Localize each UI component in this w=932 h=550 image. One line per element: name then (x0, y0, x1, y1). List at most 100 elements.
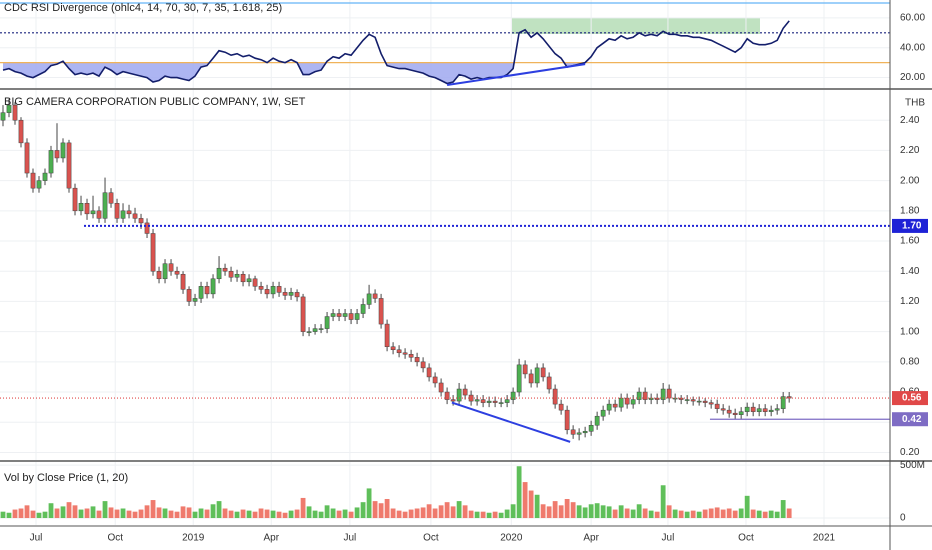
candle-body (780, 396, 786, 409)
x-tick-label: Jul (662, 533, 675, 544)
volume-bar (102, 501, 108, 519)
volume-bar (42, 511, 48, 519)
x-tick-label: 2020 (500, 533, 523, 544)
candle-body (42, 172, 48, 181)
x-tick-label: Apr (583, 533, 599, 544)
candle-body (282, 292, 288, 296)
candle-body (720, 408, 726, 411)
volume-bar (774, 511, 780, 519)
candle-body (564, 409, 570, 431)
trend-line (451, 401, 571, 443)
x-tick-label: Apr (263, 533, 279, 544)
candle-body (606, 403, 612, 411)
volume-bar (0, 511, 6, 519)
volume-bar (66, 502, 72, 519)
candle-body (414, 357, 420, 363)
volume-bar (702, 509, 708, 519)
candle-body (432, 376, 438, 384)
candle-body (276, 286, 282, 293)
candle-body (492, 400, 498, 403)
volume-bar (192, 511, 198, 519)
price-title: BIG CAMERA CORPORATION PUBLIC COMPANY, 1… (4, 96, 306, 108)
volume-bar (546, 506, 552, 519)
candle-body (546, 376, 552, 390)
volume-bar (294, 509, 300, 519)
candle-body (12, 104, 18, 121)
candle-body (684, 399, 690, 401)
overbought-band (512, 18, 760, 34)
volume-bar (282, 512, 288, 519)
volume-bar (360, 502, 366, 519)
candle-body (666, 388, 672, 399)
candle-body (540, 367, 546, 378)
volume-bar (636, 504, 642, 519)
candle-body (456, 388, 462, 402)
volume-bar (246, 510, 252, 519)
candle-body (348, 313, 354, 320)
volume-bar (378, 503, 384, 519)
volume-bar (648, 510, 654, 519)
candle-body (96, 210, 102, 219)
candle-body (324, 316, 330, 329)
candle-body (306, 331, 312, 333)
volume-bar (156, 507, 162, 519)
volume-bar (534, 494, 540, 519)
volume-bar (72, 505, 78, 519)
volume-bar (132, 511, 138, 519)
volume-bar (612, 509, 618, 519)
candle-body (126, 210, 132, 215)
candle-body (774, 408, 780, 411)
candle-body (408, 354, 414, 358)
volume-bar (666, 505, 672, 519)
price-label-box (892, 391, 928, 406)
volume-bar (480, 511, 486, 519)
x-tick-label: Jul (343, 533, 356, 544)
candle-body (600, 409, 606, 417)
candle-body (150, 233, 156, 272)
candle-body (534, 367, 540, 384)
volume-bar (120, 508, 126, 519)
candle-body (240, 273, 246, 283)
volume-bar (108, 507, 114, 519)
volume-bar (90, 506, 96, 519)
volume-bar (690, 510, 696, 519)
volume-bar (762, 511, 768, 519)
y-tick-label: 60.00 (900, 13, 925, 24)
candle-body (210, 278, 216, 295)
candle-body (444, 391, 450, 400)
candle-body (156, 270, 162, 280)
candle-body (252, 278, 258, 287)
volume-bar (318, 511, 324, 519)
volume-bar (48, 503, 54, 519)
volume-bar (168, 510, 174, 519)
price-label: 1.70 (902, 221, 922, 232)
y-tick-label: 1.00 (900, 326, 920, 337)
volume-bar (330, 508, 336, 519)
x-tick-label: Jul (30, 533, 43, 544)
candle-body (120, 210, 126, 219)
volume-bar (654, 511, 660, 519)
price-label: 0.42 (902, 414, 922, 425)
candle-body (384, 323, 390, 347)
volume-bar (198, 508, 204, 519)
candle-body (318, 328, 324, 330)
volume-bar (696, 511, 702, 519)
candle-body (216, 267, 222, 280)
volume-bar (438, 505, 444, 519)
volume-bar (228, 510, 234, 519)
volume-bar (768, 510, 774, 519)
candle-body (744, 406, 750, 412)
y-tick-label: 1.40 (900, 266, 920, 277)
candle-body (162, 263, 168, 280)
candle-body (390, 346, 396, 351)
candle-body (480, 399, 486, 403)
volume-bar (588, 504, 594, 519)
x-tick-label: 2019 (182, 533, 205, 544)
candle-body (426, 367, 432, 378)
candle-body (180, 273, 186, 290)
candle-body (84, 203, 90, 215)
volume-bar (732, 510, 738, 519)
y-tick-label: 1.80 (900, 205, 920, 216)
volume-bar (564, 498, 570, 519)
